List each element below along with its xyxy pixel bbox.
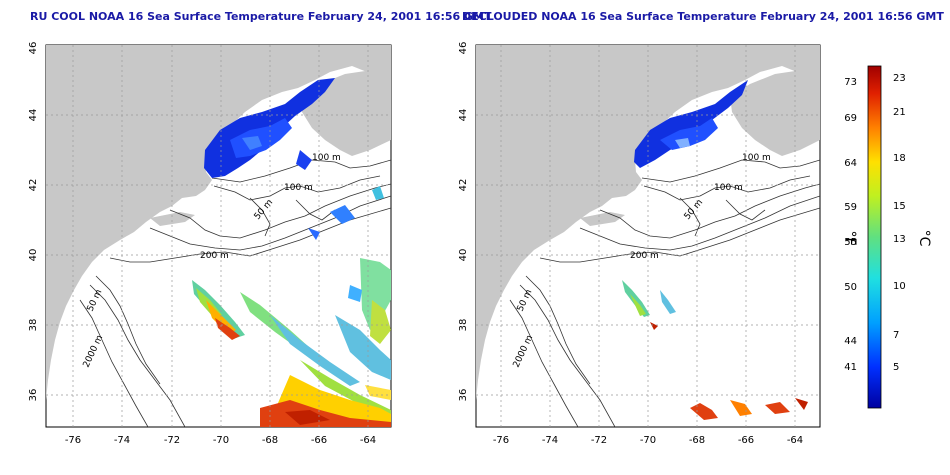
left-lon-tick: -74 (114, 435, 130, 446)
fahrenheit-tick: 69 (844, 113, 857, 124)
celsius-unit-label: °C (916, 230, 932, 247)
left-depth-label: 100 m (284, 183, 313, 193)
right-lat-tick: 36 (458, 389, 469, 402)
right-depth-label: 100 m (742, 153, 771, 163)
colorbar-celsius-ticks: 23 21 18 15 13 10 7 5 (893, 73, 906, 373)
right-lon-tick: -66 (738, 435, 754, 446)
celsius-tick: 23 (893, 73, 906, 84)
right-bathymetry-contours (509, 159, 820, 427)
right-lat-tick: 40 (458, 249, 469, 262)
left-map-title: RU COOL NOAA 16 Sea Surface Temperature … (30, 10, 492, 23)
left-lat-axis: 46 44 42 40 38 36 (28, 42, 39, 402)
right-land-mainland (476, 45, 820, 400)
right-lon-tick: -68 (689, 435, 705, 446)
right-land-nova-scotia (730, 70, 820, 156)
fahrenheit-tick: 44 (844, 336, 857, 347)
right-gridlines (476, 45, 820, 427)
right-lat-tick: 42 (458, 179, 469, 192)
left-lon-axis: -76 -74 -72 -70 -68 -66 -64 (65, 435, 376, 446)
fahrenheit-tick: 55 (844, 237, 857, 248)
celsius-tick: 13 (893, 234, 906, 245)
left-land-mainland (46, 45, 391, 400)
fahrenheit-tick: 59 (844, 202, 857, 213)
left-lat-tick: 46 (28, 42, 39, 55)
celsius-tick: 15 (893, 201, 906, 212)
right-sst-field (622, 80, 808, 420)
left-depth-label: 100 m (312, 153, 341, 163)
left-lat-tick: 44 (28, 109, 39, 122)
fahrenheit-tick: 64 (844, 158, 857, 169)
right-lat-tick: 38 (458, 319, 469, 332)
left-gridlines (46, 45, 391, 427)
celsius-tick: 7 (893, 330, 899, 341)
right-depth-label: 200 m (630, 251, 659, 261)
celsius-tick: 10 (893, 281, 906, 292)
fahrenheit-tick: 73 (844, 77, 857, 88)
fahrenheit-unit-label: °F (842, 230, 858, 245)
right-depth-label: 100 m (714, 183, 743, 193)
left-lon-tick: -70 (213, 435, 229, 446)
colorbar-fahrenheit-ticks: 73 69 64 59 55 50 44 41 (844, 77, 857, 373)
right-lon-tick: -74 (542, 435, 558, 446)
left-lon-tick: -64 (360, 435, 376, 446)
left-lon-tick: -76 (65, 435, 81, 446)
left-lat-tick: 42 (28, 179, 39, 192)
celsius-tick: 5 (893, 362, 899, 373)
left-lon-tick: -68 (262, 435, 278, 446)
left-lat-tick: 38 (28, 319, 39, 332)
colorbar-gradient (867, 65, 882, 409)
right-lon-axis: -76 -74 -72 -70 -68 -66 -64 (493, 435, 803, 446)
right-map-title: DECLOUDED NOAA 16 Sea Surface Temperatur… (462, 10, 944, 23)
left-lon-tick: -66 (311, 435, 327, 446)
colorbar: 73 69 64 59 55 50 44 41 23 21 18 15 13 1… (842, 65, 932, 409)
right-lat-tick: 46 (458, 42, 469, 55)
right-lat-tick: 44 (458, 109, 469, 122)
celsius-tick: 21 (893, 107, 906, 118)
right-lon-tick: -72 (591, 435, 607, 446)
left-map: 100 m 100 m 50 m 200 m 50 m 2000 m 46 44… (28, 42, 392, 446)
right-lon-tick: -64 (787, 435, 803, 446)
right-lon-tick: -70 (640, 435, 656, 446)
right-map: 100 m 100 m 50 m 200 m 50 m 2000 m 46 44… (458, 42, 821, 446)
fahrenheit-tick: 41 (844, 362, 857, 373)
right-lon-tick: -76 (493, 435, 509, 446)
left-depth-label: 200 m (200, 251, 229, 261)
left-lat-tick: 36 (28, 389, 39, 402)
left-lon-tick: -72 (164, 435, 180, 446)
celsius-tick: 18 (893, 153, 906, 164)
left-lat-tick: 40 (28, 249, 39, 262)
right-lat-axis: 46 44 42 40 38 36 (458, 42, 469, 402)
fahrenheit-tick: 50 (844, 282, 857, 293)
